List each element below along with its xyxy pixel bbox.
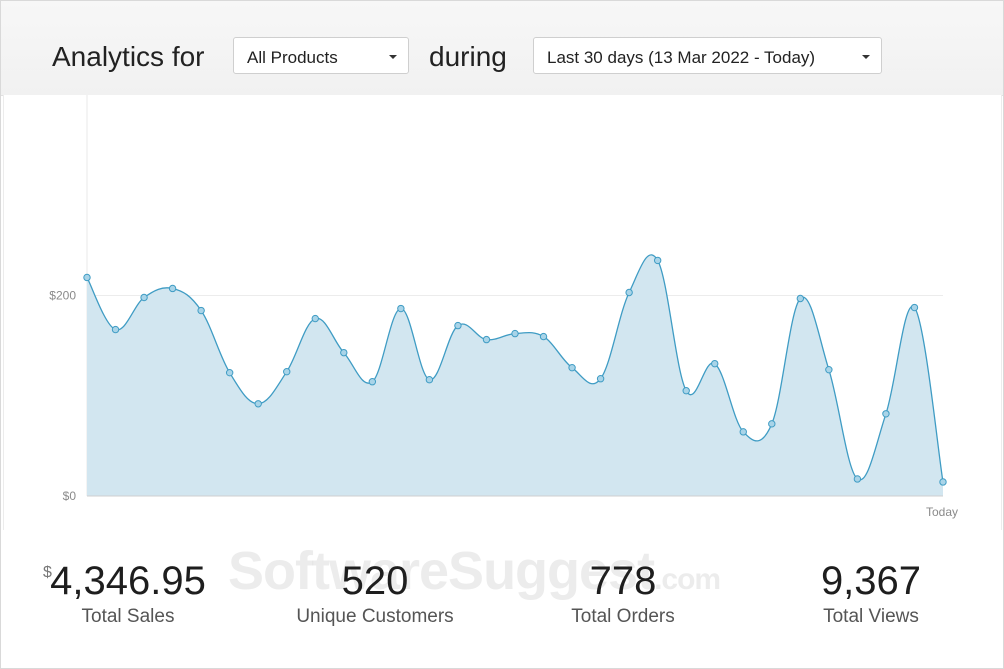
total-orders-value: 778 xyxy=(589,559,657,603)
data-point xyxy=(168,284,177,293)
data-point xyxy=(539,332,548,341)
data-point xyxy=(340,348,348,357)
period-select[interactable]: Last 30 days (13 Mar 2022 - Today) xyxy=(533,37,882,74)
y-tick-label: $200 xyxy=(49,289,76,303)
data-point xyxy=(853,475,862,483)
total-views-label: Total Views xyxy=(823,606,919,627)
data-point xyxy=(254,400,262,408)
data-point xyxy=(83,273,91,282)
watermark: SoftwareSuggest.com xyxy=(228,540,721,602)
data-point xyxy=(910,303,919,312)
data-point xyxy=(368,378,377,386)
data-point xyxy=(796,294,805,303)
chevron-down-icon xyxy=(862,55,870,59)
series-area xyxy=(87,254,943,496)
data-point xyxy=(825,365,833,374)
product-select[interactable]: All Products xyxy=(233,37,409,74)
total-orders-label: Total Orders xyxy=(571,606,675,627)
stat-total-sales: 4,346.95 Total Sales xyxy=(45,558,211,628)
data-point xyxy=(511,329,519,338)
watermark-main: SoftwareSuggest xyxy=(228,541,655,601)
chart-area: $200 $0 Today xyxy=(3,95,1002,530)
data-point xyxy=(768,420,776,428)
stat-total-orders: 778 Total Orders xyxy=(553,558,693,628)
data-point xyxy=(225,368,234,377)
data-point xyxy=(711,359,719,368)
during-label: during xyxy=(429,41,507,72)
data-point xyxy=(625,288,633,297)
sales-chart: $200 $0 Today xyxy=(49,95,958,519)
period-select-value: Last 30 days (13 Mar 2022 - Today) xyxy=(547,48,816,67)
data-point xyxy=(140,293,148,302)
analytics-header: Analytics for All Products during Last 3… xyxy=(1,1,1003,96)
data-point xyxy=(739,428,747,436)
data-point xyxy=(482,335,491,344)
data-point xyxy=(397,304,405,313)
product-select-value: All Products xyxy=(247,48,338,67)
data-point xyxy=(454,321,462,330)
total-views-value: 9,367 xyxy=(820,559,922,603)
data-point xyxy=(653,256,662,265)
total-sales-value: 4,346.95 xyxy=(50,559,206,603)
data-point xyxy=(882,410,890,418)
total-sales-label: Total Sales xyxy=(81,606,175,627)
currency-symbol: $ xyxy=(43,564,52,581)
data-point xyxy=(111,325,120,334)
data-point xyxy=(568,363,576,372)
x-tick-label: Today xyxy=(926,505,958,519)
analytics-title: Analytics for xyxy=(52,41,205,72)
stat-unique-customers: 520 Unique Customers xyxy=(280,558,470,628)
unique-customers-label: Unique Customers xyxy=(296,606,454,627)
stat-total-views: 9,367 Total Views xyxy=(806,558,936,628)
y-tick-label: $0 xyxy=(63,489,77,503)
data-point xyxy=(425,376,434,384)
data-point xyxy=(197,306,205,315)
data-point xyxy=(311,314,319,323)
data-point xyxy=(682,387,690,395)
unique-customers-value: 520 xyxy=(341,559,409,603)
data-point xyxy=(939,478,947,486)
chevron-down-icon xyxy=(389,55,397,59)
data-point xyxy=(596,375,605,383)
watermark-suffix: .com xyxy=(654,563,721,596)
data-point xyxy=(283,367,291,376)
